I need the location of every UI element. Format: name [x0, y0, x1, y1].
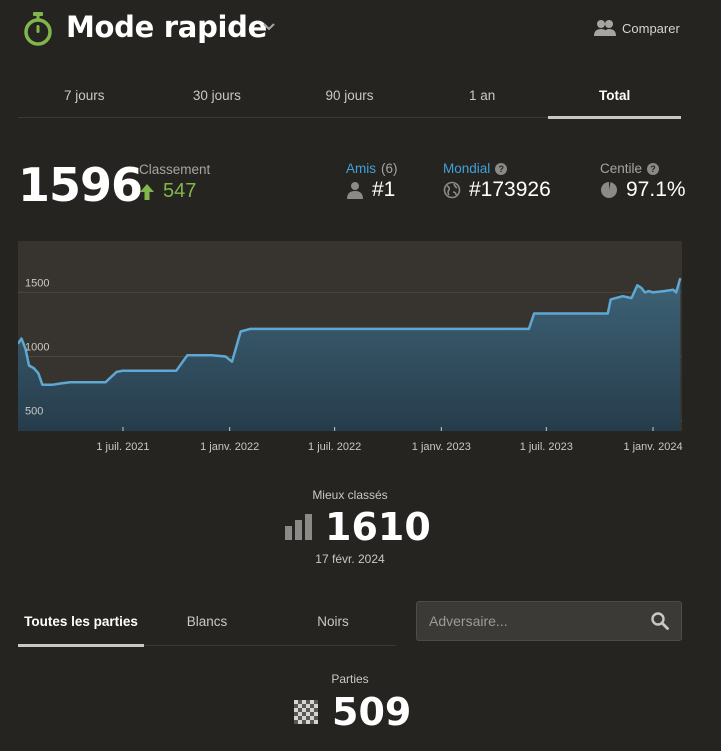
rank-change-value: 547: [163, 180, 197, 202]
tab-30-days[interactable]: 30 jours: [192, 88, 241, 103]
global-label[interactable]: Mondial: [443, 161, 491, 176]
page-title[interactable]: Mode rapide: [66, 10, 268, 44]
rank-label: Classement: [139, 162, 211, 177]
x-tick-label: 1 janv. 2024: [623, 441, 683, 453]
period-tabs: 7 jours 30 jours 90 jours 1 an Total: [18, 80, 681, 119]
games-count: 509: [294, 690, 411, 734]
compare-button[interactable]: Comparer: [594, 19, 680, 37]
x-tick-label: 1 juil. 2023: [519, 441, 573, 453]
x-tick-label: 1 juil. 2022: [308, 441, 362, 453]
search-icon[interactable]: [651, 612, 669, 630]
search-input[interactable]: [429, 613, 651, 629]
tab-white[interactable]: Blancs: [186, 614, 228, 629]
rating-chart[interactable]: 1500 1000 500: [18, 241, 682, 431]
tab-7-days[interactable]: 7 jours: [64, 88, 105, 103]
tab-90-days[interactable]: 90 jours: [325, 88, 374, 103]
friends-label[interactable]: Amis: [346, 161, 376, 176]
rating-area: [18, 278, 681, 431]
pie-icon: [601, 182, 617, 198]
friends-stat: Amis (6) #1: [346, 161, 398, 202]
tab-total[interactable]: Total: [548, 80, 681, 119]
tab-all-games[interactable]: Toutes les parties: [18, 606, 144, 647]
users-icon: [594, 20, 616, 36]
help-icon[interactable]: ?: [647, 162, 660, 175]
best-rating: 1610: [285, 505, 431, 549]
x-tick-label: 1 juil. 2021: [96, 441, 150, 453]
friends-rank: #1: [372, 178, 396, 201]
user-icon: [347, 182, 363, 199]
best-date: 17 févr. 2024: [315, 552, 385, 566]
y-tick-label: 1500: [25, 277, 49, 289]
games-value: 509: [332, 690, 412, 734]
tab-1-year[interactable]: 1 an: [468, 88, 496, 103]
compare-label: Comparer: [622, 20, 680, 36]
y-tick-label: 500: [25, 406, 43, 418]
percentile-stat: Centile ? 97.1%: [600, 161, 686, 202]
y-tick-label: 1000: [25, 342, 49, 354]
percentile-label: Centile: [600, 161, 643, 176]
rank-change: 547: [139, 180, 196, 203]
game-tabs: Toutes les parties Blancs Noirs: [18, 606, 396, 647]
best-label: Mieux classés: [312, 488, 388, 502]
opponent-search: [416, 601, 682, 641]
globe-icon: [443, 181, 461, 199]
rating-line: [18, 277, 682, 387]
global-rank: #173926: [469, 178, 551, 201]
tab-black[interactable]: Noirs: [317, 614, 349, 629]
chevron-down-icon[interactable]: [262, 22, 276, 32]
best-value: 1610: [325, 505, 431, 549]
games-label: Parties: [331, 672, 369, 686]
arrow-up-icon: [140, 183, 154, 200]
stopwatch-icon: [24, 12, 52, 46]
help-icon[interactable]: ?: [495, 162, 508, 175]
x-axis-labels: 1 juil. 2021 1 janv. 2022 1 juil. 2022 1 ja…: [18, 441, 682, 457]
current-rating: 1596: [18, 158, 143, 212]
x-tick-label: 1 janv. 2022: [200, 441, 260, 453]
chessboard-icon: [294, 700, 318, 724]
x-tick-label: 1 janv. 2023: [411, 441, 471, 453]
friends-count: (6): [381, 161, 398, 176]
bar-chart-icon: [285, 514, 312, 540]
global-stat: Mondial ? #173926: [443, 161, 551, 202]
percentile-value: 97.1%: [626, 178, 686, 201]
